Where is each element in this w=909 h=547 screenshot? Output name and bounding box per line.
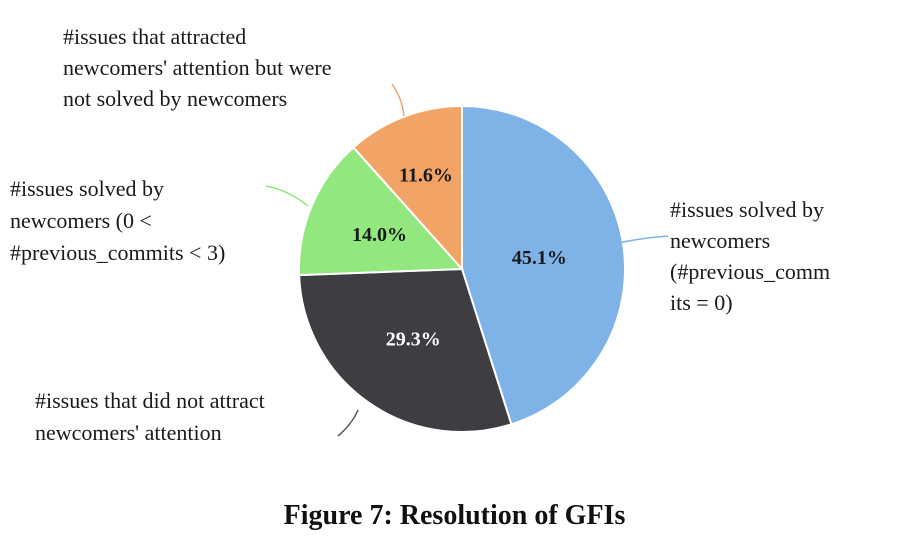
slice-description-label: #issues that did not attract newcomers' a…: [35, 388, 265, 445]
pie-slice-attracted-unsolved: [352, 104, 463, 272]
leader-line: [391, 83, 405, 117]
leader-line: [265, 185, 309, 207]
slice-value-label: 29.3%: [386, 328, 441, 350]
slice-description-label: #issues solved by newcomers (0 < #previous…: [10, 176, 225, 265]
slice-description-label: #issues solved by newcomers (#previous_com…: [670, 197, 830, 315]
leader-line: [613, 235, 669, 245]
slice-description-label: #issues that attracted newcomers' attenti…: [63, 24, 331, 111]
pie-slice-solved-first-time: [461, 104, 626, 426]
leader-line: [337, 409, 359, 437]
slice-value-label: 14.0%: [352, 224, 407, 246]
figure-caption: Figure 7: Resolution of GFIs: [283, 500, 626, 531]
pie-slice-no-attention: [298, 267, 513, 433]
slice-value-label: 45.1%: [512, 247, 567, 269]
pie-slice-solved-experienced: [298, 145, 465, 277]
slice-value-label: 11.6%: [399, 165, 453, 187]
